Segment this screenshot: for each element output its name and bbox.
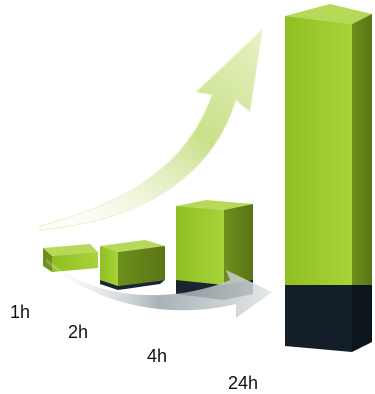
time-label: 24h (228, 373, 258, 393)
rising-arrow (39, 28, 263, 231)
time-label: 4h (147, 346, 167, 366)
time-label: 2h (68, 322, 88, 342)
bar-24h (285, 4, 372, 352)
bar-1h (43, 244, 98, 272)
bar-2h (100, 240, 165, 290)
swoosh-arrow (46, 258, 272, 318)
time-label: 1h (10, 302, 30, 322)
